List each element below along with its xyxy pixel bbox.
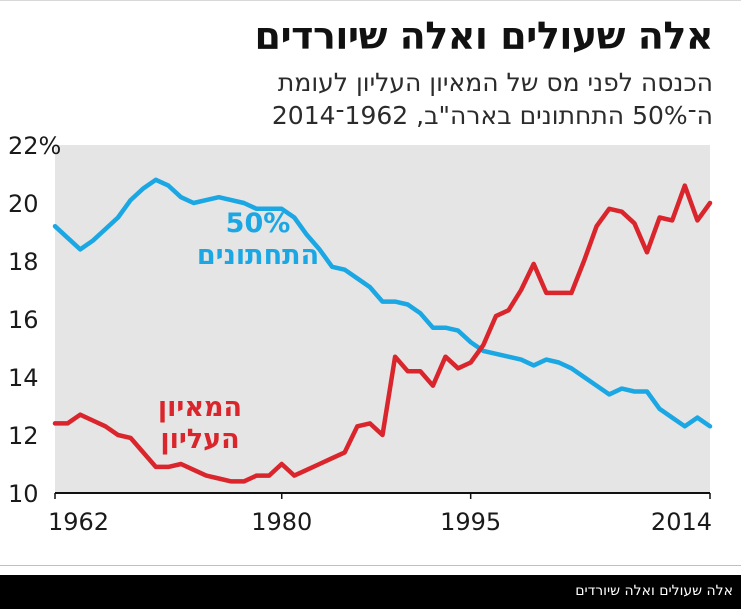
chart-title: אלה שעולים ואלה שיורדים [254,14,714,58]
top-border [0,0,741,1]
x-tick-label: 1980 [251,508,312,536]
y-tick-label: 18 [8,248,39,276]
label-top1-line1: המאיון [158,392,242,423]
x-tick-label: 1962 [48,508,109,536]
x-tick-label: 1995 [440,508,501,536]
label-bottom50-line2: התחתונים [197,240,319,271]
chart-subtitle: הכנסה לפני מס של המאיון העליון לעומת ה־5… [173,66,713,132]
series-lines [52,177,713,484]
y-tick-label: 20 [8,190,39,218]
y-tick-label: 12 [8,422,39,450]
subtitle-line-2: ה־50% התחתונים בארה"ב, 1962־2014 [271,101,713,130]
plot-area [55,145,710,493]
y-tick-label: 14 [8,364,39,392]
series-line-bottom50 [52,177,713,429]
y-tick-label: 16 [8,306,39,334]
y-tick-label: 10 [8,480,39,508]
x-axis: 1962 1980 1995 2014 [48,492,712,536]
label-top1-line2: העליון [160,424,239,455]
caption-bar: אלה שעולים ואלה שיורדים [0,575,741,609]
divider-line [0,565,741,566]
y-tick-label: 22% [8,132,61,160]
subtitle-line-1: הכנסה לפני מס של המאיון העליון לעומת [277,68,713,97]
y-axis: 10 12 14 16 18 20 22% [8,132,61,508]
x-tick-label: 2014 [651,508,712,536]
series-line-top1 [52,183,713,484]
line-chart: 10 12 14 16 18 20 22% 1962 1980 1995 2014 50%התחת… [8,132,713,536]
label-bottom50-line1: 50% [226,208,291,239]
caption-text: אלה שעולים ואלה שיורדים [575,583,733,599]
